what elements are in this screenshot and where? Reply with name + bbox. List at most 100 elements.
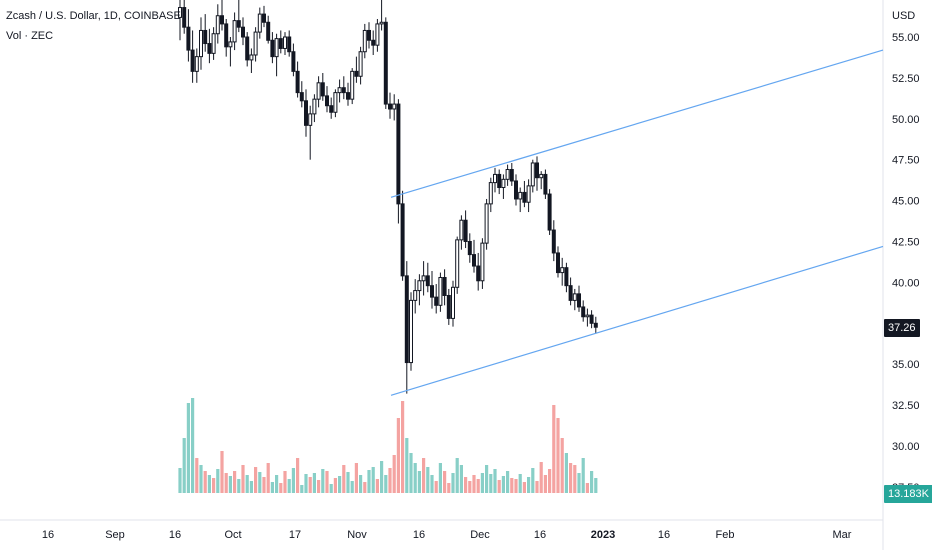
volume-bar <box>371 467 375 493</box>
volume-bar <box>472 475 476 493</box>
time-tick-label: 16 <box>413 529 425 541</box>
volume-bar <box>543 475 547 493</box>
candle <box>190 30 195 83</box>
candle <box>560 257 565 286</box>
candle <box>220 0 224 31</box>
volume-bar <box>279 483 283 493</box>
volume-bar <box>266 463 270 493</box>
candle <box>228 37 233 67</box>
volume-bar <box>510 478 514 493</box>
candle <box>194 48 199 83</box>
volume-bar <box>291 468 295 493</box>
candle <box>371 30 376 55</box>
time-tick-label: 16 <box>534 529 546 541</box>
volume-bar <box>556 418 560 493</box>
candle <box>375 19 380 52</box>
candle <box>283 32 287 55</box>
volume-bar <box>304 474 308 493</box>
volume-legend[interactable]: Vol · ZEC <box>6 30 54 42</box>
time-tick-label: Oct <box>224 529 241 541</box>
volume-bar <box>405 438 409 493</box>
volume-bar <box>245 475 249 493</box>
volume-bar <box>178 468 182 493</box>
volume-bar <box>585 483 589 493</box>
volume-bar <box>338 476 342 493</box>
candle <box>211 27 216 60</box>
volume-bar <box>224 473 228 493</box>
candle <box>262 5 266 28</box>
volume-bar <box>191 398 195 493</box>
candle <box>526 179 531 213</box>
price-tick-label: 30.00 <box>892 441 920 453</box>
price-tick-label: 35.00 <box>892 359 920 371</box>
price-tick-label: 47.50 <box>892 155 920 167</box>
candle <box>333 89 338 118</box>
volume-bar <box>468 481 472 493</box>
volume-bar <box>489 474 493 493</box>
candle <box>199 17 203 70</box>
volume-bar <box>459 465 463 493</box>
volume-bar <box>443 471 447 493</box>
volume-bar <box>258 472 262 493</box>
volume-bar <box>384 475 388 493</box>
candle <box>329 97 334 119</box>
time-tick-label: 17 <box>289 529 301 541</box>
candle <box>568 277 573 306</box>
channel-lines[interactable] <box>390 49 884 396</box>
candle <box>320 72 325 101</box>
volume-bar <box>199 465 203 493</box>
volume-bar <box>186 403 190 493</box>
volume-bar <box>564 453 568 493</box>
time-tick-label: Mar <box>833 529 852 541</box>
volume-bar <box>392 455 396 493</box>
volume-bar <box>270 482 274 493</box>
candle <box>551 220 556 262</box>
volume-bar <box>354 463 358 493</box>
volume-bar <box>485 465 489 493</box>
candle <box>358 46 363 85</box>
candle <box>346 82 350 106</box>
volume-bar <box>233 471 237 493</box>
volume-bar <box>581 458 585 493</box>
time-tick-label: 16 <box>658 529 670 541</box>
price-tick-label: 52.50 <box>892 73 920 85</box>
candle <box>354 56 359 83</box>
volume-bar <box>329 484 333 493</box>
time-scale[interactable]: 16 Sep 16 Oct 17 Nov 16 Dec 16 2023 16 Feb Mar <box>42 529 852 541</box>
candle <box>203 14 208 52</box>
candle <box>362 23 367 59</box>
time-tick-label: Nov <box>347 529 367 541</box>
candle <box>514 174 518 206</box>
channel-lower-line <box>390 245 884 396</box>
volume-bar <box>388 468 392 493</box>
candles <box>178 0 598 394</box>
candle <box>497 169 502 195</box>
channel-upper-line <box>390 49 884 198</box>
candle <box>308 105 313 160</box>
candle <box>505 164 510 186</box>
candle <box>593 316 598 334</box>
volume-bar <box>203 471 207 493</box>
candle <box>488 177 493 213</box>
symbol-legend[interactable]: Zcash / U.S. Dollar, 1D, COINBASE <box>6 10 181 22</box>
volume-bar <box>228 476 232 493</box>
candle <box>518 187 523 213</box>
volume-bar <box>207 475 211 493</box>
candle <box>459 215 464 250</box>
candle <box>455 236 460 294</box>
candle <box>278 30 283 54</box>
candle <box>350 68 355 105</box>
candle <box>493 167 497 193</box>
time-tick-label: 16 <box>169 529 181 541</box>
candle <box>585 308 590 327</box>
candle <box>207 28 212 64</box>
candle <box>581 300 586 322</box>
volume-bar <box>476 479 480 493</box>
candle <box>413 279 418 314</box>
candle <box>430 270 434 309</box>
price-tick-label: 32.50 <box>892 400 920 412</box>
price-scale[interactable]: 55.00 52.50 50.00 47.50 45.00 42.50 40.00 35.00… <box>892 32 920 494</box>
volume-bar <box>342 465 346 493</box>
volume-bar <box>321 469 325 493</box>
